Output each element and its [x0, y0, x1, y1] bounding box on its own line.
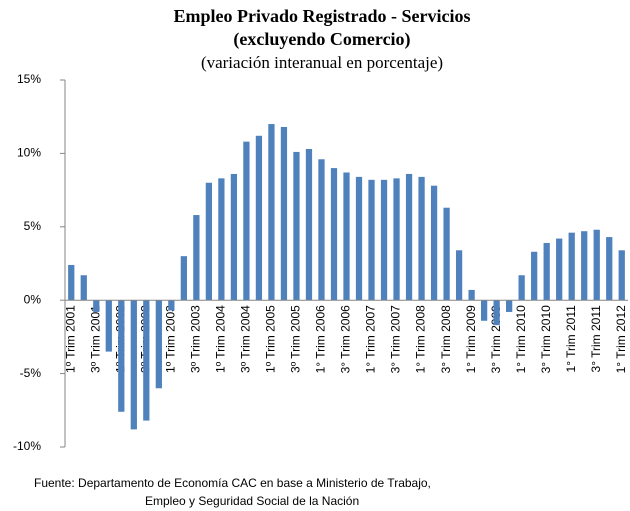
- bar: [143, 300, 150, 421]
- bar: [405, 173, 413, 301]
- bar: [593, 229, 600, 301]
- x-tick-label: 3° Trim 2008: [439, 305, 453, 373]
- bar: [606, 237, 613, 301]
- bar: [531, 251, 538, 301]
- bar: [518, 275, 525, 301]
- bar: [493, 300, 500, 326]
- bar: [430, 185, 438, 301]
- bar: [68, 264, 75, 301]
- bar: [118, 300, 125, 412]
- bar: [568, 232, 575, 301]
- bar: [455, 250, 463, 301]
- bar: [105, 300, 112, 352]
- x-tick-label: 3º Trim 2004: [239, 305, 253, 373]
- bar: [468, 289, 475, 301]
- bar: [218, 178, 225, 301]
- chart-subtitle: (variación interanual en porcentaje): [201, 53, 443, 72]
- bar: [293, 151, 300, 301]
- bar: [343, 172, 350, 301]
- bar: [230, 173, 238, 301]
- y-tick-label: -5%: [20, 366, 42, 380]
- x-tick-label: 3º Trim 2001: [88, 305, 102, 373]
- y-tick-label: 5%: [24, 219, 42, 233]
- x-tick-label: 1° Trim 2008: [414, 305, 428, 373]
- bar: [155, 300, 162, 389]
- bar: [168, 300, 175, 311]
- bar: [443, 207, 450, 301]
- bar: [355, 176, 363, 301]
- y-tick-label: 10%: [17, 146, 41, 160]
- bar: [506, 300, 513, 312]
- x-tick-label: 3° Trim 2011: [589, 305, 603, 373]
- bar: [93, 300, 100, 312]
- bar: [280, 126, 288, 301]
- x-tick-label: 1° Trim 2011: [564, 305, 578, 373]
- x-tick-label: 1° Trim 2012: [614, 305, 628, 373]
- bar: [268, 124, 275, 301]
- bar: [318, 159, 325, 301]
- bar: [581, 231, 588, 301]
- bar: [180, 256, 187, 301]
- x-tick-label: 3° Trim 2010: [539, 305, 553, 373]
- bar: [543, 242, 550, 301]
- x-tick-label: 3° Trim 2006: [339, 305, 353, 373]
- bar: [368, 179, 375, 301]
- source: Fuente: Departamento de Economía CAC en …: [34, 476, 431, 490]
- bar: [418, 176, 425, 301]
- bar: [330, 168, 338, 301]
- bar: [393, 178, 400, 301]
- bar: [80, 275, 87, 301]
- x-tick-label: 3° Trim 2007: [389, 305, 403, 373]
- x-tick-label: 1º Trim 2005: [264, 305, 278, 373]
- x-tick-label: 3º Trim 2005: [289, 305, 303, 373]
- chart-title: Empleo Privado Registrado - Servicios: [174, 6, 471, 26]
- bar: [130, 300, 137, 430]
- x-tick-label: 1º Trim 2003: [164, 305, 178, 373]
- bar: [193, 215, 200, 301]
- y-tick-label: 0%: [24, 292, 42, 306]
- x-tick-label: 1° Trim 2010: [514, 305, 528, 373]
- bar: [618, 250, 625, 301]
- chart-title: (excluyendo Comercio): [233, 29, 410, 50]
- x-tick-label: 1° Trim 2006: [314, 305, 328, 373]
- x-tick-label: 1° Trim 2009: [464, 305, 478, 373]
- bar: [255, 135, 263, 301]
- x-tick-label: 1º Trim 2004: [214, 305, 228, 373]
- y-tick-label: 15%: [17, 72, 41, 86]
- bar: [480, 300, 488, 321]
- x-tick-label: 1º Trim 2001: [63, 305, 77, 373]
- x-tick-label: 3º Trim 2003: [189, 305, 203, 373]
- bar: [380, 179, 388, 301]
- source: Empleo y Seguridad Social de la Nación: [145, 494, 359, 508]
- bar: [556, 238, 563, 301]
- y-tick-label: -10%: [13, 439, 41, 453]
- x-tick-label: 1° Trim 2007: [364, 305, 378, 373]
- bar: [243, 141, 250, 301]
- bar: [205, 182, 213, 301]
- bar: [305, 148, 313, 301]
